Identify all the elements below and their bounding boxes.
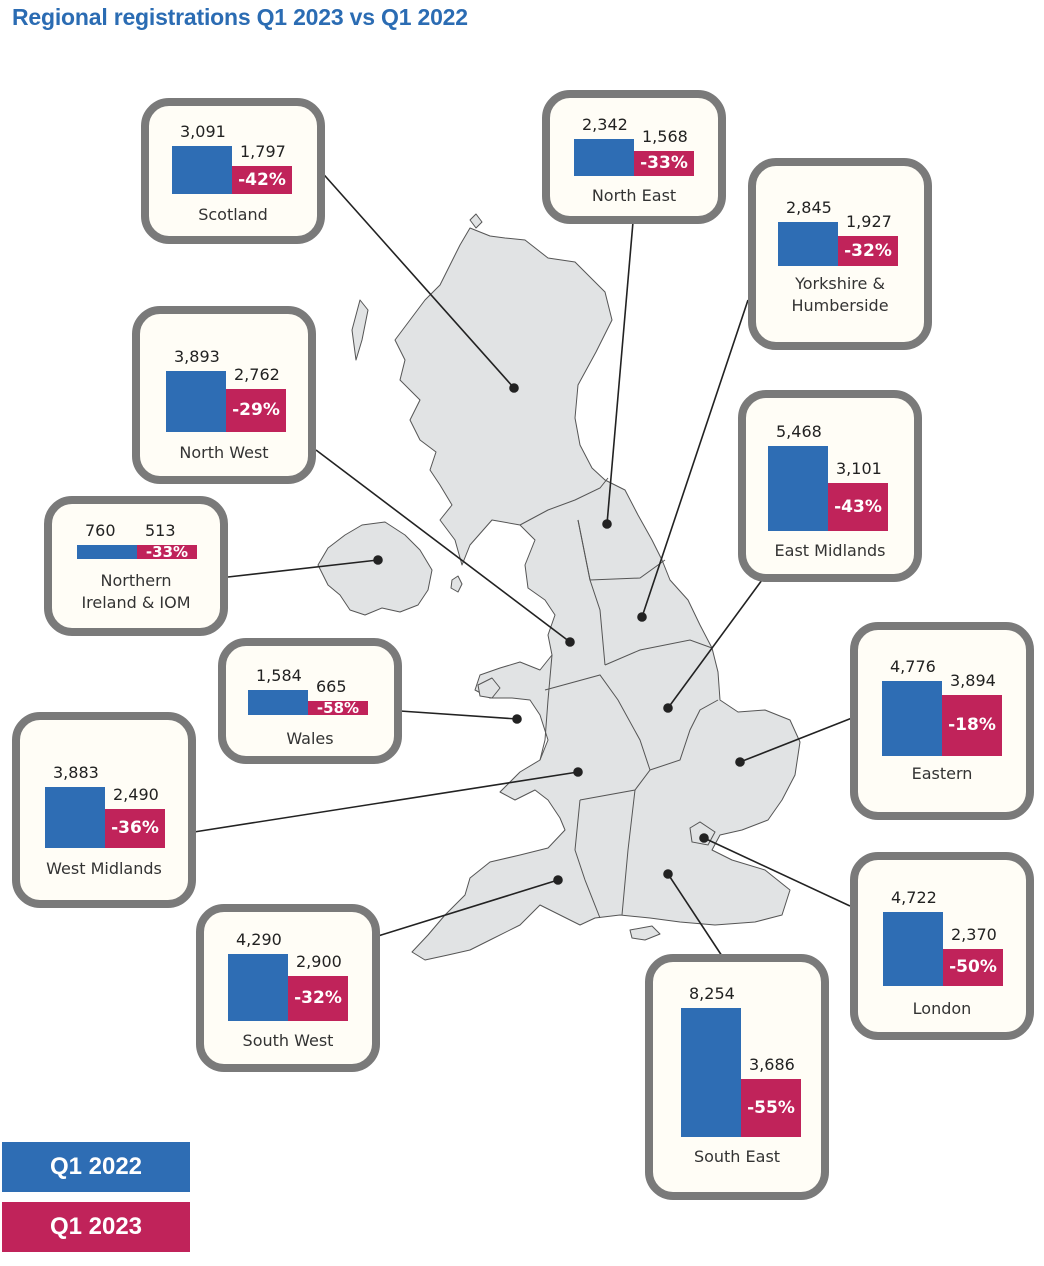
legend-q1-2022-label: Q1 2022	[49, 1153, 143, 1180]
value-q1-2023-south-west: 2,900	[296, 951, 342, 971]
region-name-south-west: South West	[242, 1031, 334, 1050]
leader-scotland	[317, 167, 515, 389]
northern-ireland-outline	[317, 521, 433, 616]
value-q1-2023-eastern: 3,894	[950, 670, 996, 690]
bar-q1-2022-east-midlands	[768, 446, 828, 532]
bar-q1-2023-eastern: -18%	[942, 694, 1002, 756]
region-name-south-east: South East	[693, 1147, 781, 1166]
leader-ni	[227, 559, 379, 578]
value-q1-2023-west-midlands: 2,490	[113, 784, 159, 804]
bar-q1-2023-east-midlands: -43%	[828, 482, 888, 532]
leader-east-midlands	[667, 579, 763, 709]
bar-q1-2023-north-east: -33%	[634, 151, 694, 176]
bar-q1-2023-west-midlands: -36%	[105, 808, 165, 848]
bar-q1-2022-north-west	[166, 371, 226, 432]
boundary-em-east	[649, 699, 719, 771]
region-name-north-west: North West	[179, 443, 269, 462]
orkney-outline	[469, 213, 483, 229]
bar-q1-2022-eastern	[882, 681, 942, 756]
bar-q1-2022-northern-ireland-iom	[77, 545, 137, 559]
value-q1-2023-scotland: 1,797	[240, 142, 286, 162]
region-name-yorkshire-humberside: Yorkshire & Humberside	[791, 274, 889, 315]
bar-q1-2022-wales	[248, 690, 308, 715]
great-britain-outline	[394, 227, 801, 961]
boundary-london	[689, 821, 716, 846]
bar-q1-2023-scotland: -42%	[232, 166, 292, 195]
bar-q1-2023-yorkshire-humberside: -32%	[838, 236, 898, 267]
bar-q1-2022-north-east	[574, 139, 634, 176]
bar-q1-2023-wales: -58%	[308, 700, 368, 715]
bar-q1-2023-north-west: -29%	[226, 388, 286, 432]
leader-north-east	[606, 221, 634, 525]
hebrides-outline	[351, 299, 369, 361]
legend-q1-2023: Q1 2023	[2, 1202, 190, 1252]
value-q1-2022-north-east: 2,342	[582, 115, 628, 134]
value-q1-2022-london: 4,722	[891, 888, 937, 907]
value-q1-2023-east-midlands: 3,101	[836, 458, 882, 478]
boundary-se	[621, 789, 636, 916]
bar-q1-2022-south-east	[681, 1008, 741, 1137]
region-name-london: London	[912, 999, 972, 1018]
region-panel-north-east: North East	[542, 90, 726, 224]
region-name-northern-ireland-iom: Northern Ireland & IOM	[81, 571, 191, 612]
leader-wales	[399, 710, 518, 720]
leader-yorkshire	[641, 299, 749, 618]
value-q1-2023-northern-ireland-iom: 513	[145, 521, 176, 540]
region-panel-northern-ireland-iom: Northern Ireland & IOM	[44, 496, 228, 636]
bar-q1-2022-yorkshire-humberside	[778, 222, 838, 267]
boundary-nw-yorks	[577, 519, 606, 666]
boundary-wales	[539, 654, 553, 761]
legend-q1-2022: Q1 2022	[2, 1142, 190, 1192]
region-name-west-midlands: West Midlands	[46, 859, 162, 878]
leader-eastern	[739, 717, 853, 763]
isle-of-wight-outline	[629, 925, 661, 941]
bar-q1-2023-london: -50%	[943, 948, 1003, 986]
region-name-north-east: North East	[591, 186, 677, 205]
legend-q1-2023-label: Q1 2023	[49, 1213, 143, 1240]
bar-q1-2023-south-west: -32%	[288, 975, 348, 1022]
value-q1-2022-yorkshire-humberside: 2,845	[786, 198, 832, 217]
value-q1-2023-yorkshire-humberside: 1,927	[846, 212, 892, 232]
leader-west-midlands	[193, 771, 579, 833]
value-q1-2022-south-east: 8,254	[689, 984, 735, 1003]
region-name-wales: Wales	[286, 729, 334, 748]
value-q1-2023-london: 2,370	[951, 924, 997, 944]
value-q1-2022-eastern: 4,776	[890, 657, 936, 676]
region-name-scotland: Scotland	[198, 205, 268, 224]
region-name-east-midlands: East Midlands	[774, 541, 886, 560]
bar-q1-2023-northern-ireland-iom: -33%	[137, 545, 197, 559]
value-q1-2022-north-west: 3,893	[174, 347, 220, 366]
region-name-eastern: Eastern	[911, 764, 973, 783]
leader-south-west	[377, 879, 559, 937]
leader-london	[703, 837, 851, 907]
value-q1-2022-east-midlands: 5,468	[776, 422, 822, 441]
value-q1-2023-north-east: 1,568	[642, 127, 688, 147]
region-panel-wales: Wales	[218, 638, 402, 764]
boundary-sw	[574, 799, 601, 919]
value-q1-2022-west-midlands: 3,883	[53, 763, 99, 782]
bar-q1-2022-london	[883, 912, 943, 986]
value-q1-2022-scotland: 3,091	[180, 122, 226, 141]
boundary-yorks-em	[604, 639, 713, 666]
value-q1-2023-wales: 665	[316, 676, 347, 696]
anglesey-outline	[477, 677, 501, 699]
leader-north-west	[315, 449, 571, 643]
bar-q1-2022-south-west	[228, 954, 288, 1022]
bar-q1-2023-south-east: -55%	[741, 1079, 801, 1137]
bar-q1-2022-west-midlands	[45, 787, 105, 848]
value-q1-2023-south-east: 3,686	[749, 1055, 795, 1075]
bar-q1-2022-scotland	[172, 146, 232, 195]
value-q1-2022-northern-ireland-iom: 760	[85, 521, 116, 540]
value-q1-2023-north-west: 2,762	[234, 364, 280, 384]
boundary-scotland-england	[519, 477, 609, 526]
leader-south-east	[667, 873, 723, 957]
value-q1-2022-south-west: 4,290	[236, 930, 282, 949]
chart-title: Regional registrations Q1 2023 vs Q1 202…	[12, 4, 468, 30]
value-q1-2022-wales: 1,584	[256, 666, 302, 685]
isle-of-man-outline	[450, 575, 463, 593]
